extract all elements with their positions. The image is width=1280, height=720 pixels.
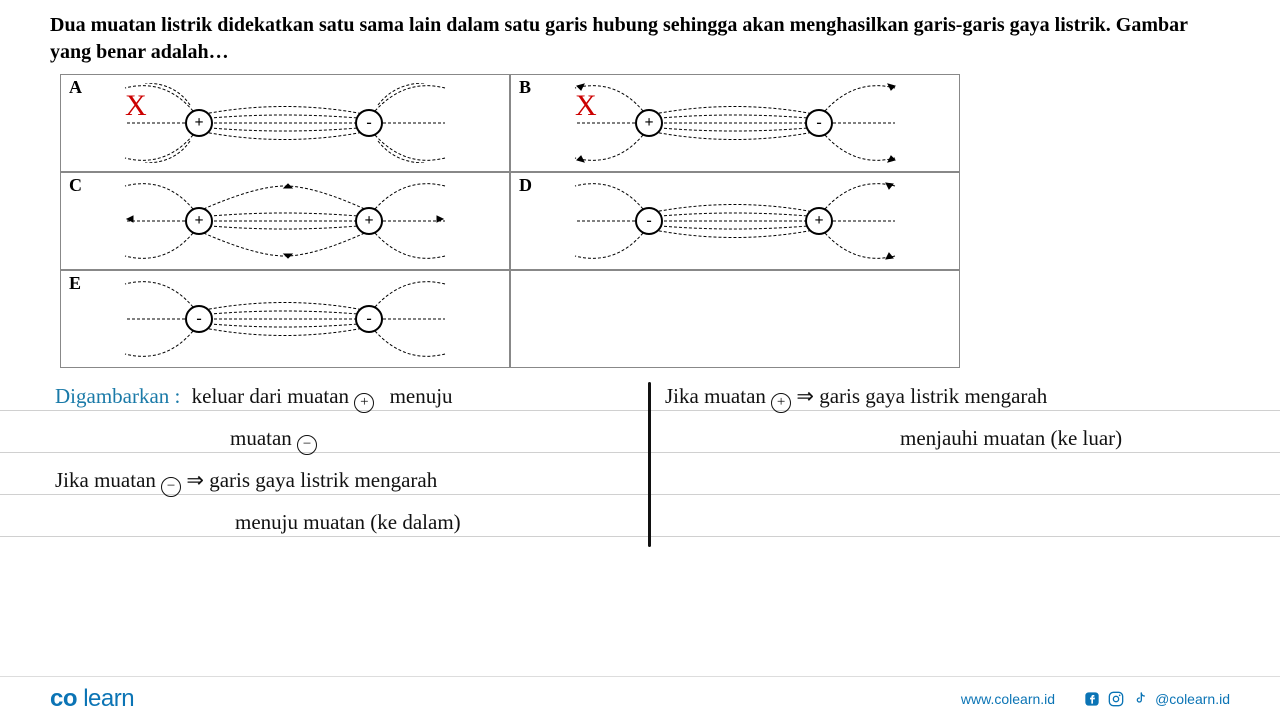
charge-right: - (355, 109, 383, 137)
hw-text: Digambarkan : keluar dari muatan + menuj… (55, 384, 453, 413)
charge-left: + (185, 207, 213, 235)
hw-text: menuju muatan (ke dalam) (235, 510, 461, 535)
plus-circle-icon: + (771, 393, 791, 413)
field-lines-icon (105, 181, 465, 261)
minus-circle-icon: − (161, 477, 181, 497)
hw-text: menjauhi muatan (ke luar) (900, 426, 1122, 451)
option-label: B (517, 77, 533, 98)
option-e: E - - (60, 270, 510, 368)
social-handle: @colearn.id (1155, 691, 1230, 707)
field-lines-icon (105, 83, 465, 163)
charge-right: + (805, 207, 833, 235)
field-lines-icon (555, 83, 915, 163)
divider-line (648, 382, 651, 547)
footer: co learn www.colearn.id @colearn.id (0, 676, 1280, 720)
brand-logo: co learn (50, 685, 134, 713)
field-diagram: + - (105, 83, 465, 163)
field-diagram: - - (105, 279, 465, 359)
option-c: C + + (60, 172, 510, 270)
handwriting-area: Digambarkan : keluar dari muatan + menuj… (0, 374, 1280, 594)
option-label: C (67, 175, 84, 196)
option-b: B X + - (510, 74, 960, 172)
option-a: A X + - (60, 74, 510, 172)
option-label: D (517, 175, 534, 196)
plus-circle-icon: + (354, 393, 374, 413)
field-diagram: - + (555, 181, 915, 261)
option-label: E (67, 273, 83, 294)
charge-right: - (355, 305, 383, 333)
charge-left: - (185, 305, 213, 333)
minus-circle-icon: − (297, 435, 317, 455)
field-lines-icon (555, 181, 915, 261)
hw-text: Jika muatan + ⇒ garis gaya listrik menga… (665, 384, 1047, 413)
charge-left: - (635, 207, 663, 235)
footer-url: www.colearn.id (961, 691, 1055, 707)
charge-left: + (185, 109, 213, 137)
field-lines-icon (105, 279, 465, 359)
tiktok-icon (1131, 690, 1149, 708)
options-grid: A X + - B X (0, 72, 1280, 368)
hw-text: muatan − (230, 426, 317, 455)
social-links: @colearn.id (1083, 690, 1230, 708)
field-diagram: + + (105, 181, 465, 261)
facebook-icon (1083, 690, 1101, 708)
instagram-icon (1107, 690, 1125, 708)
option-d: D - + (510, 172, 960, 270)
hw-text: Jika muatan − ⇒ garis gaya listrik menga… (55, 468, 437, 497)
empty-cell (510, 270, 960, 368)
charge-right: + (355, 207, 383, 235)
charge-left: + (635, 109, 663, 137)
field-diagram: + - (555, 83, 915, 163)
charge-right: - (805, 109, 833, 137)
option-label: A (67, 77, 84, 98)
question-text: Dua muatan listrik didekatkan satu sama … (0, 0, 1280, 72)
